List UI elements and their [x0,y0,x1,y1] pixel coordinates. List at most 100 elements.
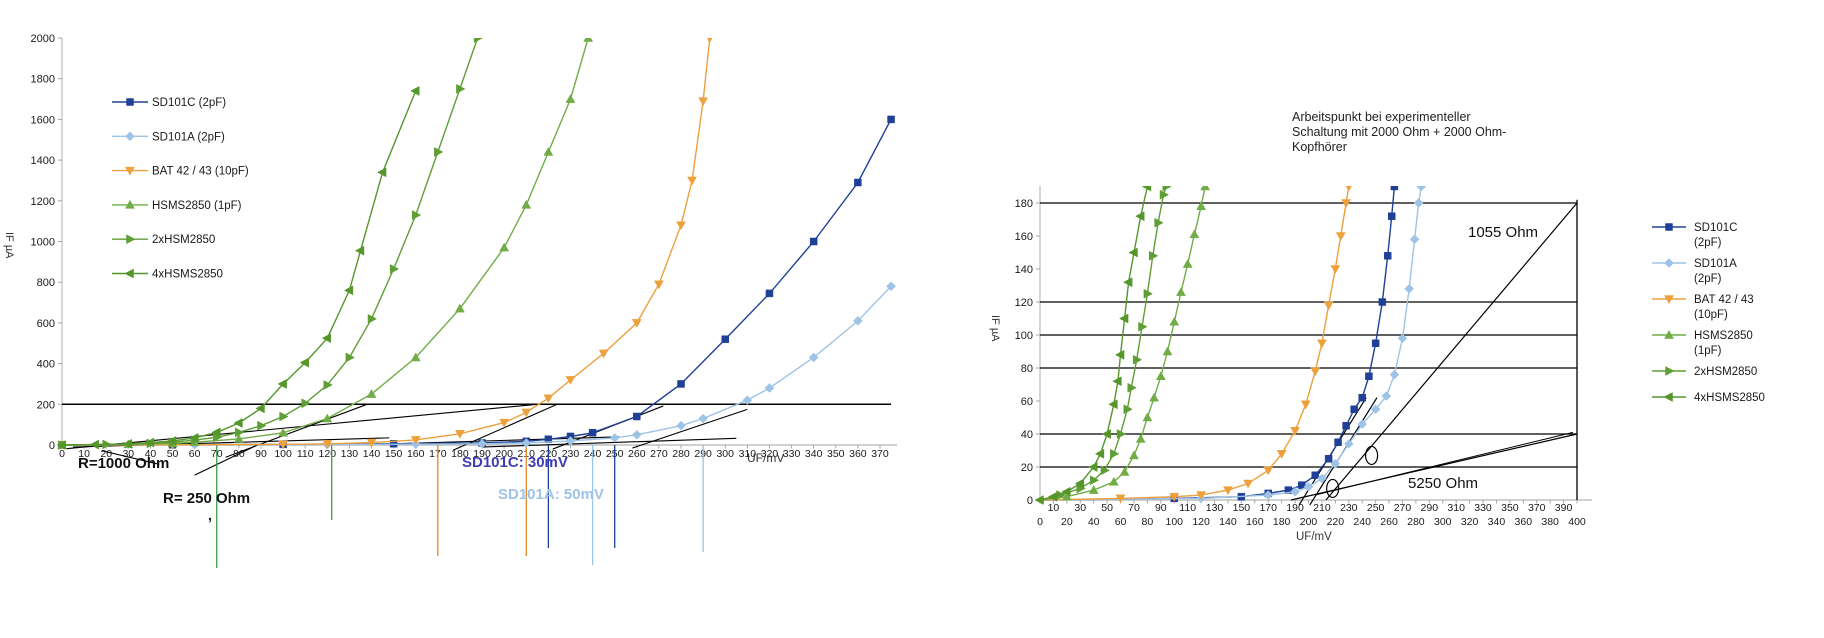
x-tick-label: 340 [805,448,823,460]
series-line [61,285,892,446]
diamond-marker [676,420,686,431]
diamond-marker [609,433,620,443]
x-tick-label: 360 [849,448,867,460]
x-tick-label: 340 [1488,516,1506,528]
tri-left-marker [377,167,387,178]
tri-right-marker [1162,186,1172,192]
tri-up-marker [1196,201,1207,211]
x-tick-label: 350 [1501,502,1519,514]
y-tick-label: 120 [1015,297,1033,309]
annotation-line [194,444,257,476]
tri-left-marker [410,86,420,96]
tri-left-marker [56,440,66,450]
tri-down-marker [521,408,532,418]
x-tick-label: 40 [1088,516,1100,528]
legend-label: BAT 42 / 43 (10pF) [152,166,249,178]
x-tick-label: 250 [1367,502,1385,514]
tri-left-marker [144,437,155,448]
square-marker [633,412,641,421]
tri-down-marker [1115,494,1126,504]
tri-left-legend-icon [1663,392,1673,402]
diamond-marker [1404,283,1415,294]
tri-left-marker [233,418,243,428]
y-tick-label: 40 [1021,429,1033,441]
tri-up-marker [1061,491,1072,501]
legend-label: HSMS2850 (1pF) [152,200,242,212]
square-marker [809,237,818,246]
tri-left-marker [1094,448,1105,459]
tri-left-marker [1034,495,1044,505]
tri-right-marker [323,380,333,390]
x-tick-label: 180 [1273,516,1291,528]
tri-up-marker [499,242,510,252]
tri-right-marker [1110,448,1120,459]
x-tick-label: 320 [761,448,779,460]
tri-up-marker [543,146,554,156]
x-tick-label: 110 [297,448,314,460]
x-tick-label: 240 [1353,516,1371,528]
tri-up-marker [1182,259,1193,268]
tri-down-legend-icon [1664,295,1674,305]
y-tick-label: 180 [1015,198,1033,210]
tri-right-marker [411,210,422,220]
x-tick-label: 370 [1528,502,1546,514]
tri-down-marker [410,436,421,445]
y-tick-label: 0 [49,440,55,452]
x-tick-label: 0 [1037,516,1043,528]
tri-down-marker [1263,466,1274,476]
x-tick-label: 100 [1165,516,1183,528]
square-marker [544,435,553,444]
tri-left-marker [1101,429,1111,439]
y-tick-label: 1400 [31,155,55,167]
tri-up-marker [1119,466,1130,476]
x-tick-label: 230 [1340,502,1358,514]
tri-left-marker [255,403,265,414]
tri-right-marker [456,83,466,94]
diamond-marker [1381,391,1392,401]
y-tick-label: 400 [37,359,55,371]
x-tick-label: 200 [495,448,513,460]
y-tick-label: 2000 [31,33,55,45]
x-tick-label: 110 [1179,502,1196,514]
tri-up-legend-icon [125,199,135,209]
series-line [61,38,711,446]
y-tick-label: 1200 [31,196,55,208]
tri-down-marker [1345,186,1352,192]
tri-down-marker [598,349,609,359]
tri-right-marker [1089,475,1100,486]
square-marker [1383,252,1392,260]
legend-label: SD101C (2pF) [152,97,226,109]
diamond-marker [631,429,642,440]
diamond-marker [853,316,863,326]
y-tick-label: 80 [1021,363,1033,375]
tri-up-marker [565,94,576,103]
annotation-line [632,408,748,449]
x-tick-label: 130 [1206,502,1224,514]
legend-label: HSMS2850 [1694,330,1753,342]
square-marker [1334,438,1342,446]
square-marker [677,380,685,388]
diamond-marker [477,438,487,449]
square-marker [588,429,597,437]
tri-down-marker [1196,491,1207,501]
series-line [61,38,479,446]
annotation-comma-mark: , [208,507,212,523]
x-tick-label: 20 [1061,516,1073,528]
y-tick-label: 20 [1021,462,1033,474]
tri-right-marker [434,147,444,157]
tri-up-marker [1088,485,1099,494]
tri-left-marker [354,245,365,256]
y-tick-label: 600 [37,318,55,330]
tri-left-marker [1119,313,1129,324]
tri-up-marker [1169,316,1180,326]
square-marker [1324,455,1333,463]
tri-left-marker [277,379,287,389]
series-line [1039,186,1206,501]
diamond-marker [1343,439,1354,449]
legend-label: (10pF) [1694,309,1728,321]
tri-right-marker [1132,354,1143,365]
diamond-marker [521,438,532,448]
tri-down-marker [322,440,333,449]
tri-right-marker [389,264,400,274]
